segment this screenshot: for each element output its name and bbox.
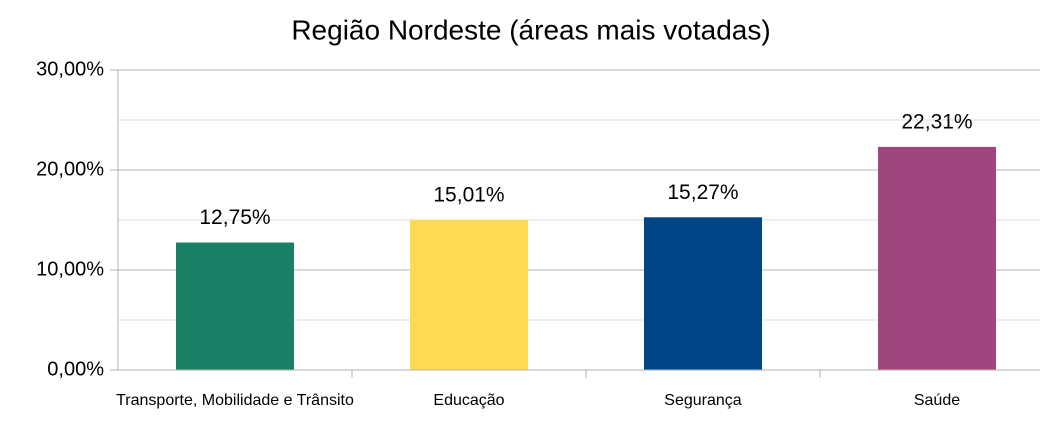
value-label: 12,75%	[199, 206, 270, 229]
x-tick-label: Educação	[433, 392, 505, 409]
value-label: 15,27%	[667, 181, 738, 204]
bar	[176, 242, 294, 370]
x-tick-label: Saúde	[913, 392, 961, 409]
x-tick-label: Segurança	[664, 392, 742, 409]
y-tick-label: 10,00%	[36, 258, 104, 280]
bar	[644, 217, 762, 370]
bar	[878, 146, 996, 370]
y-tick-label: 30,00%	[36, 58, 104, 80]
chart-title: Região Nordeste (áreas mais votadas)	[291, 14, 770, 45]
value-label: 15,01%	[433, 183, 504, 206]
y-tick-label: 0,00%	[47, 358, 104, 380]
bar	[410, 219, 528, 370]
value-label: 22,31%	[901, 110, 972, 133]
y-tick-label: 20,00%	[36, 158, 104, 180]
x-tick-label: Transporte, Mobilidade e Trânsito	[116, 392, 354, 409]
